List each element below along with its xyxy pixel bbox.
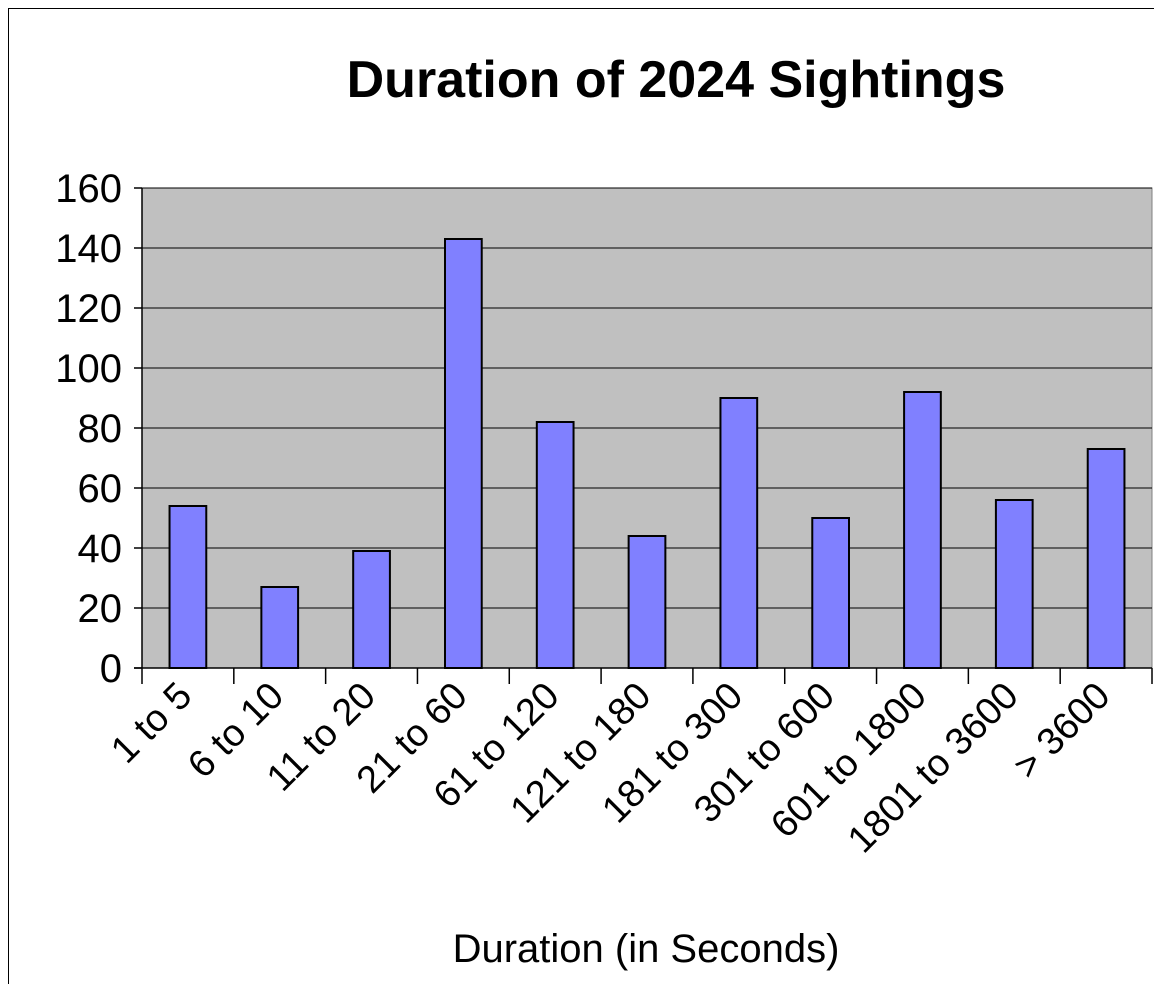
bar <box>627 535 667 669</box>
y-tick-label: 120 <box>55 287 122 331</box>
bar <box>811 517 850 669</box>
y-tick-labels: 0 20 40 60 80 100 120 140 160 <box>55 167 122 691</box>
chart-title: Duration of 2024 Sightings <box>347 51 1006 109</box>
bar <box>260 586 300 669</box>
y-tick-label: 20 <box>78 587 123 631</box>
bar <box>994 499 1034 669</box>
y-tick-label: 40 <box>78 527 123 571</box>
bar <box>444 238 483 669</box>
y-tick-label: 0 <box>100 647 122 691</box>
bar <box>352 550 391 669</box>
bar <box>903 391 942 669</box>
y-tick-label: 60 <box>78 467 123 511</box>
x-axis-label: Duration (in Seconds) <box>453 927 840 971</box>
chart-frame <box>8 8 1154 984</box>
bars <box>168 238 1126 669</box>
bar <box>1086 448 1126 669</box>
y-tick-label: 140 <box>55 227 122 271</box>
bar <box>535 421 575 669</box>
y-tick-label: 100 <box>55 347 122 391</box>
bar <box>719 397 759 669</box>
bar <box>168 505 208 669</box>
x-tick-label: > 3600 <box>1006 675 1119 788</box>
y-tick-label: 80 <box>78 407 123 451</box>
y-tick-label: 160 <box>55 167 122 211</box>
axes <box>134 187 1153 684</box>
